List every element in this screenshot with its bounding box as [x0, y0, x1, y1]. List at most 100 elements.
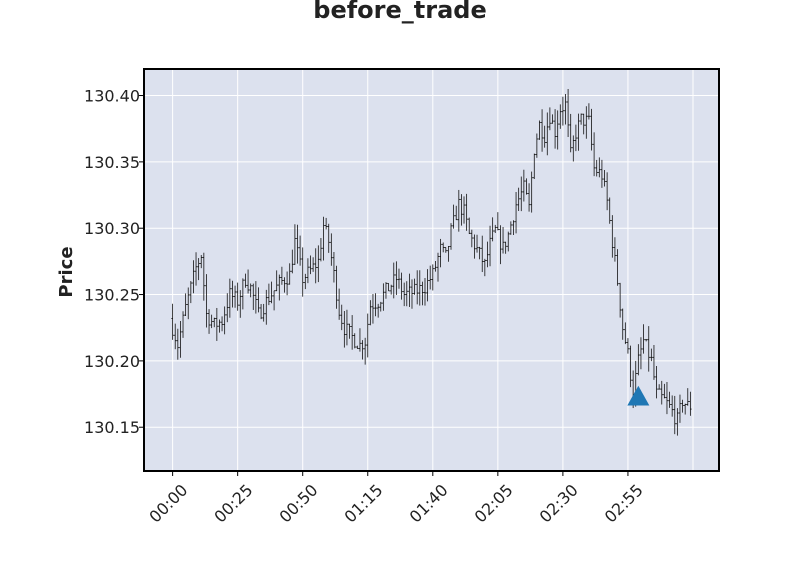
ohlc-bar [595, 159, 599, 177]
ohlc-bar [415, 270, 419, 305]
ohlc-bar [506, 231, 510, 252]
ohlc-bar [270, 281, 273, 304]
ohlc-bar [233, 285, 237, 308]
x-tick-label: 01:40 [406, 480, 452, 526]
ohlc-bar [650, 348, 653, 362]
ohlc-bar [418, 270, 422, 306]
ohlc-bar [535, 133, 539, 158]
ohlc-bar [228, 278, 232, 318]
ohlc-bar [483, 258, 487, 277]
ohlc-bar [376, 303, 380, 318]
ohlc-bar [207, 309, 211, 334]
ohlc-bar [272, 290, 276, 311]
ohlc-bar [657, 384, 661, 390]
y-tick-label: 130.30 [84, 219, 140, 238]
ohlc-bar [530, 171, 533, 213]
ohlc-bar [457, 189, 461, 232]
ohlc-bar [444, 247, 448, 253]
ohlc-bar [387, 282, 390, 292]
ohlc-bar [184, 293, 187, 317]
ohlc-bar [624, 322, 627, 345]
ohlc-bar [660, 380, 664, 405]
ohlc-bar [509, 221, 513, 235]
y-axis-label: Price [56, 246, 77, 297]
ohlc-bar [504, 241, 507, 254]
ohlc-bar [288, 263, 292, 285]
ohlc-bar [585, 106, 588, 139]
ohlc-bar [460, 194, 463, 226]
ohlc-bar [306, 258, 310, 284]
ohlc-bar [322, 216, 325, 261]
ohlc-bar [689, 391, 692, 416]
ohlc-bar [363, 337, 367, 365]
ohlc-bar [519, 176, 523, 212]
ohlc-bar [626, 338, 630, 354]
ohlc-bar [478, 246, 481, 260]
ohlc-bar [621, 308, 625, 340]
ohlc-bars [171, 89, 692, 436]
x-tick-label: 01:15 [341, 480, 387, 526]
ohlc-bar [613, 237, 617, 262]
ohlc-bar [564, 94, 567, 125]
ohlc-bar [496, 212, 500, 231]
ohlc-bar [327, 223, 331, 253]
chart-title: before_trade [313, 0, 486, 24]
ohlc-bar [366, 313, 370, 358]
ohlc-bar [238, 290, 242, 318]
ohlc-bar [678, 394, 682, 423]
ohlc-bar [277, 274, 281, 301]
ohlc-bar [319, 237, 323, 262]
ohlc-bar [577, 113, 580, 151]
ohlc-bar [501, 226, 505, 254]
ohlc-bar [324, 217, 328, 230]
ohlc-bar [561, 96, 565, 126]
ohlc-bar [358, 328, 362, 352]
ohlc-bar [413, 278, 416, 295]
x-axis: 00:00 00:25 00:50 01:15 01:40 02:05 02:30 02:55 [145, 471, 647, 526]
ohlc-bar [462, 196, 466, 224]
y-tick-label: 130.20 [84, 352, 140, 371]
ohlc-bar [683, 403, 687, 415]
ohlc-bar [676, 408, 679, 436]
ohlc-bar [311, 257, 315, 272]
x-tick-label: 00:00 [145, 480, 191, 526]
ohlc-bar [540, 109, 544, 152]
ohlc-bar [426, 269, 429, 302]
ohlc-bar [181, 311, 185, 338]
ohlc-bar [356, 345, 359, 349]
ohlc-bar [371, 293, 375, 324]
ohlc-bar [663, 383, 666, 399]
ohlc-bar [618, 282, 622, 318]
ohlc-bar [400, 272, 403, 300]
ohlc-bar [332, 251, 336, 283]
ohlc-bar [395, 261, 398, 295]
ohlc-bar [262, 303, 265, 322]
ohlc-bar [197, 258, 200, 281]
ohlc-bar [647, 326, 651, 372]
ohlc-bar [392, 262, 396, 299]
ohlc-bar [668, 391, 671, 408]
x-tick-label: 00:25 [210, 480, 256, 526]
ohlc-bar [587, 103, 591, 120]
x-tick-label: 02:05 [471, 480, 517, 526]
ohlc-bar [600, 159, 604, 188]
ohlc-bar [670, 395, 674, 417]
ohlc-bar [475, 234, 479, 253]
trade-markers [627, 385, 650, 406]
ohlc-bar [543, 125, 546, 148]
ohlc-bar [467, 217, 471, 235]
ohlc-bar [194, 252, 198, 286]
ohlc-bar [267, 283, 271, 306]
ohlc-bar [571, 135, 575, 162]
ohlc-bar [441, 242, 445, 253]
ohlc-bar [428, 265, 432, 290]
ohlc-bar [199, 254, 203, 269]
x-tick-label: 02:55 [601, 480, 647, 526]
ohlc-bar [345, 309, 349, 346]
ohlc-bar [173, 323, 177, 350]
ohlc-bar [579, 113, 583, 125]
ohlc-bar [298, 235, 302, 266]
ohlc-bar [673, 395, 677, 435]
ohlc-bar [259, 304, 263, 320]
ohlc-bar [538, 120, 541, 140]
